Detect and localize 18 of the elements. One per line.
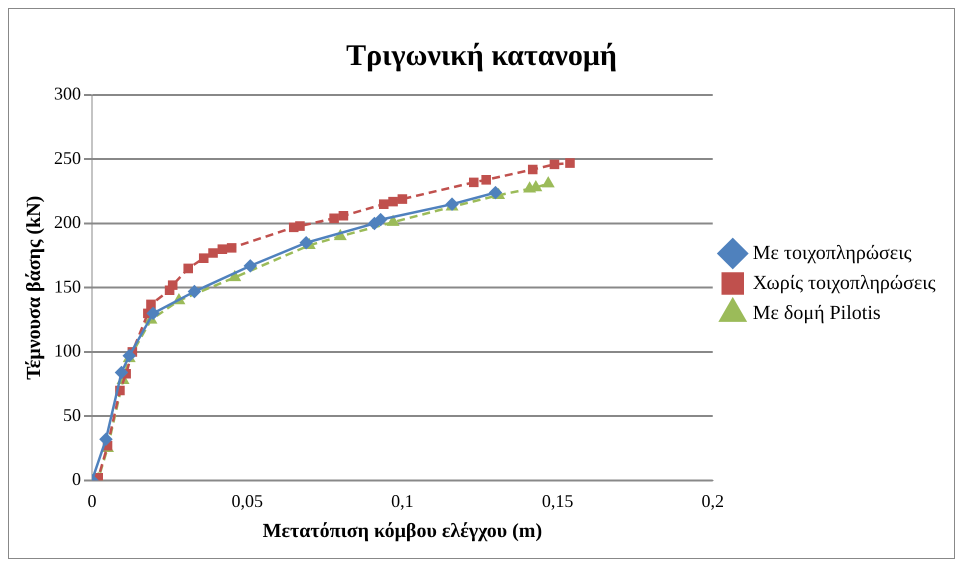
y-tick-label: 250 [54, 148, 81, 168]
y-tick-label: 200 [54, 212, 81, 232]
y-tick-label: 300 [54, 84, 81, 104]
y-tick-label: 150 [54, 276, 81, 296]
legend-label: Με δομή Pilotis [752, 302, 881, 324]
y-tick-label: 100 [54, 340, 81, 361]
chart-title: Τριγωνική κατανομή [346, 38, 617, 72]
x-axis-title: Μετατόπιση κόμβου ελέγχου (m) [262, 520, 542, 542]
x-tick-label: 0 [88, 490, 96, 511]
legend-label: Με τοιχοπληρώσεις [752, 242, 912, 264]
y-tick-label: 0 [72, 469, 81, 490]
x-tick-label: 0,05 [231, 490, 263, 511]
legend-label: Χωρίς τοιχοπληρώσεις [752, 272, 936, 294]
x-tick-label: 0,1 [391, 490, 414, 511]
x-tick-label: 0,2 [702, 490, 724, 511]
x-tick-label: 0,15 [542, 490, 574, 511]
y-axis-title: Τέμνουσα βάσης (kN) [23, 196, 46, 380]
y-tick-label: 50 [63, 404, 81, 425]
